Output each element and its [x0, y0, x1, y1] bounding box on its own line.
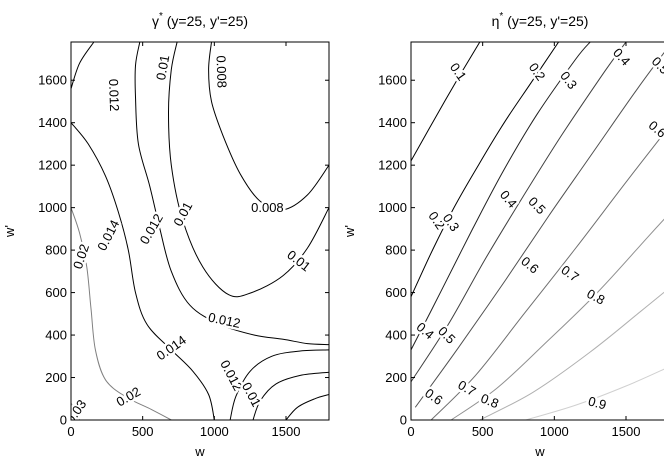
contour-label: 0.02	[70, 242, 92, 271]
contour-label: 0.014	[94, 217, 122, 253]
panel-title: γ* (y=25, y'=25)	[152, 11, 248, 29]
title-superscript: *	[159, 11, 163, 22]
contour-label: 0.5	[649, 54, 664, 77]
x-axis-label: w	[534, 444, 545, 459]
y-tick-label: 600	[45, 285, 67, 300]
contour-line	[71, 402, 81, 420]
contour-line	[479, 291, 664, 420]
contour-label: 0.01	[170, 199, 195, 228]
contour-line	[252, 371, 329, 420]
y-tick-label: 1000	[38, 200, 67, 215]
title-params: (y=25, y'=25)	[163, 13, 248, 29]
y-tick-label: 0	[400, 413, 407, 428]
y-tick-label: 200	[385, 370, 407, 385]
contour-label: 0.012	[207, 309, 242, 330]
contour-label: 0.01	[153, 54, 172, 82]
y-axis-label: w'	[2, 225, 17, 238]
contour-line	[134, 42, 329, 346]
contour-label: 0.008	[213, 55, 229, 88]
title-symbol: γ	[152, 13, 159, 29]
title-params: (y=25, y'=25)	[503, 13, 588, 29]
x-tick-label: 0	[407, 424, 414, 439]
contour-label: 0.3	[557, 68, 580, 91]
contour-label: 0.2	[526, 60, 549, 83]
contour-label: 0.6	[646, 118, 664, 141]
y-tick-label: 400	[385, 328, 407, 343]
y-tick-label: 1200	[38, 158, 67, 173]
y-tick-label: 1600	[378, 73, 407, 88]
contour-label: 0.9	[587, 393, 608, 412]
y-tick-label: 1600	[38, 73, 67, 88]
contour-label: 0.5	[435, 323, 458, 346]
y-tick-label: 1400	[38, 115, 67, 130]
contour-label: 0.014	[154, 332, 189, 363]
contour-line	[167, 42, 329, 298]
contour-line	[411, 42, 481, 162]
y-tick-label: 0	[60, 413, 67, 428]
plot-frame	[410, 41, 664, 421]
y-tick-label: 400	[45, 328, 67, 343]
contour-label: 0.008	[251, 200, 284, 215]
contour-label: 0.8	[479, 391, 501, 412]
y-tick-label: 600	[385, 285, 407, 300]
contour-label: 0.012	[106, 79, 122, 112]
y-axis-label: w'	[342, 225, 357, 238]
contour-label: 0.02	[114, 384, 143, 410]
x-axis-label: w	[194, 444, 205, 459]
gamma-contour-panel: γ* (y=25, y'=25) 0.030.020.020.0140.0140…	[2, 11, 330, 459]
contour-line	[71, 42, 95, 89]
contour-line	[414, 52, 664, 408]
contour-label: 0.3	[440, 211, 463, 234]
x-tick-label: 1000	[200, 424, 229, 439]
x-tick-label: 0	[67, 424, 74, 439]
y-tick-label: 1400	[378, 115, 407, 130]
contour-line	[411, 42, 627, 383]
contour-line	[430, 132, 664, 420]
panel-title: η* (y=25, y'=25)	[492, 11, 589, 29]
y-tick-label: 800	[45, 243, 67, 258]
x-tick-label: 500	[472, 424, 494, 439]
contour-label: 0.1	[447, 60, 470, 83]
contour-line	[285, 394, 329, 420]
y-tick-label: 800	[385, 243, 407, 258]
contour-line	[411, 42, 591, 351]
contour-line	[229, 349, 329, 420]
contour-label: 0.5	[525, 194, 548, 217]
y-tick-label: 1200	[378, 158, 407, 173]
y-tick-label: 1000	[378, 200, 407, 215]
title-superscript: *	[499, 11, 503, 22]
contour-label: 0.6	[422, 385, 445, 408]
plot-frame	[70, 41, 330, 421]
contour-label: 0.6	[518, 253, 541, 276]
x-tick-label: 1500	[272, 424, 301, 439]
contour-line	[450, 218, 664, 420]
contour-label: 0.7	[455, 377, 478, 399]
contour-line	[525, 368, 664, 420]
title-symbol: η	[492, 13, 500, 29]
contour-line	[208, 42, 329, 211]
x-tick-label: 1000	[540, 424, 569, 439]
contour-label: 0.012	[137, 211, 166, 247]
eta-contour-panel: η* (y=25, y'=25) 0.10.20.20.30.30.40.40.…	[342, 11, 664, 459]
contour-line	[71, 207, 172, 420]
x-tick-label: 1500	[612, 424, 641, 439]
contour-line	[411, 42, 560, 298]
contour-label: 0.01	[239, 380, 264, 409]
y-tick-label: 200	[45, 370, 67, 385]
x-tick-label: 500	[132, 424, 154, 439]
contour-label: 0.8	[584, 286, 607, 308]
contour-line	[71, 122, 215, 420]
contour-label: 0.4	[610, 45, 633, 68]
